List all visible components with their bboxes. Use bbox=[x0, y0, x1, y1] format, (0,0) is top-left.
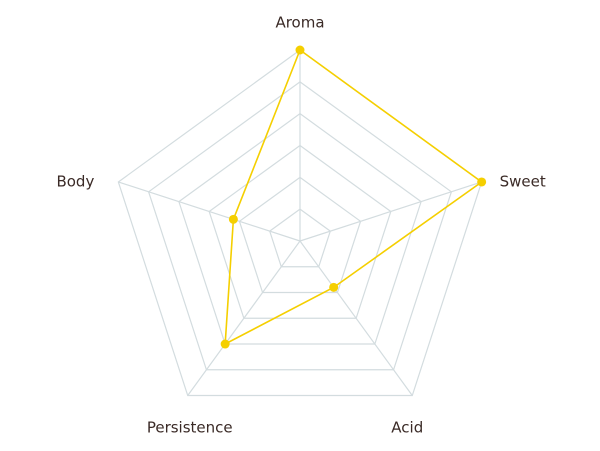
data-point bbox=[477, 177, 487, 187]
spoke bbox=[299, 181, 482, 242]
data-point bbox=[220, 339, 230, 349]
data-line bbox=[224, 48, 484, 346]
axis-label: Aroma bbox=[275, 14, 324, 32]
grid-ring bbox=[208, 144, 392, 319]
data-point bbox=[228, 214, 238, 224]
spoke bbox=[118, 181, 301, 242]
axis-label: Sweet bbox=[500, 172, 546, 190]
grid-ring bbox=[178, 112, 422, 345]
data-point bbox=[329, 282, 339, 292]
spoke bbox=[299, 240, 413, 396]
grid-ring bbox=[238, 176, 362, 294]
grid-ring bbox=[269, 208, 331, 268]
grid-ring bbox=[147, 81, 453, 371]
axis-label: Persistence bbox=[147, 419, 233, 437]
data-point bbox=[295, 45, 305, 55]
spoke bbox=[187, 240, 301, 396]
axis-label: Acid bbox=[391, 419, 423, 437]
axis-label: Body bbox=[56, 172, 94, 190]
